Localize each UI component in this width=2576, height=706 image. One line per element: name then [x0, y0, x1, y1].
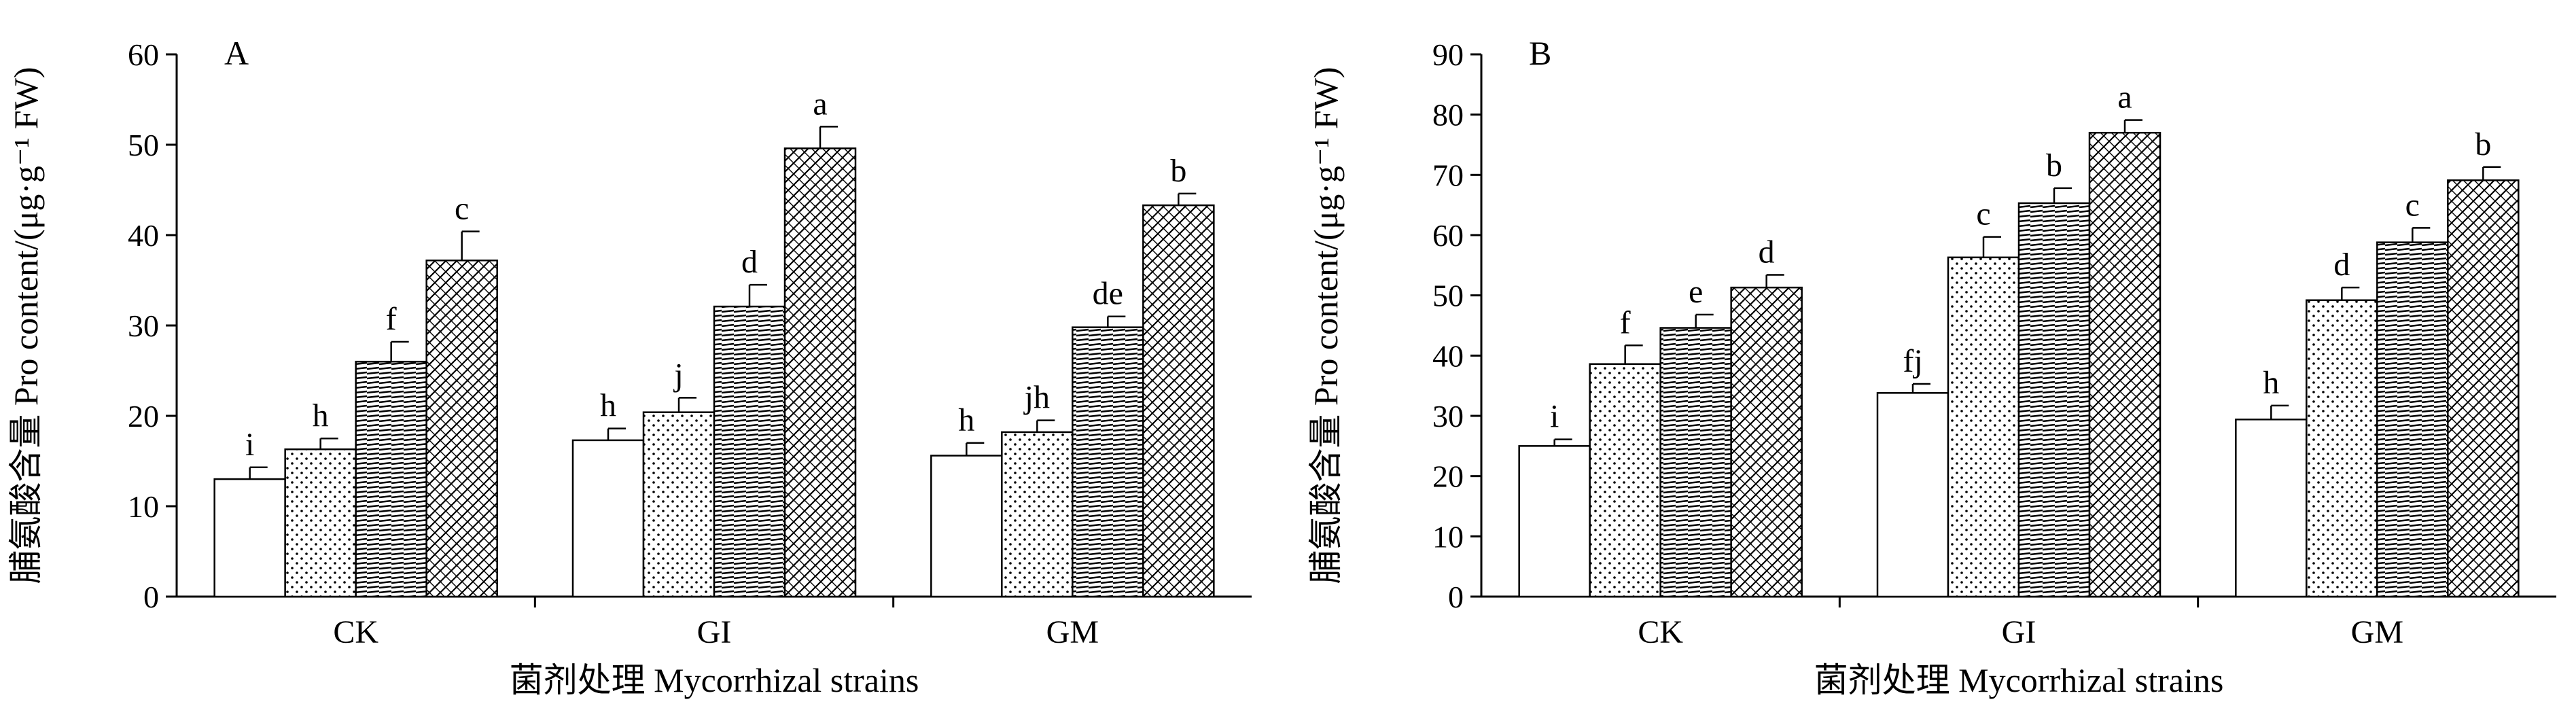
bar-ck-4 — [1730, 286, 1803, 598]
bar-gm-2 — [2306, 299, 2378, 598]
bar-gi-4 — [2088, 132, 2162, 598]
panel-letter: B — [1529, 34, 1551, 72]
y-tick-label: 0 — [143, 580, 159, 614]
bar-gm-4 — [1142, 204, 1215, 598]
bar-ck-2 — [1589, 363, 1661, 598]
significance-label: j — [673, 357, 683, 393]
y-tick-label: 0 — [1448, 580, 1464, 614]
bar-gi-3 — [713, 305, 786, 598]
significance-label: c — [2405, 187, 2420, 223]
bar-gi-1 — [1876, 392, 1949, 598]
y-tick-label: 30 — [1432, 399, 1464, 434]
y-tick-label: 60 — [1432, 218, 1464, 253]
significance-label: f — [1620, 304, 1631, 340]
bar-gm-1 — [930, 455, 1003, 598]
significance-label: i — [245, 427, 254, 463]
significance-label: b — [1170, 153, 1186, 189]
significance-label: h — [958, 402, 974, 438]
x-category-label: GM — [1046, 614, 1099, 650]
y-axis-title: 脯氨酸含量 Pro content/(μg·g⁻¹ FW) — [7, 67, 45, 584]
bar-gm-3 — [1072, 326, 1144, 598]
x-category-label: GI — [2002, 614, 2036, 650]
bar-gm-2 — [1001, 431, 1074, 598]
bar-gi-1 — [571, 439, 645, 598]
y-axis-title: 脯氨酸含量 Pro content/(μg·g⁻¹ FW) — [1307, 67, 1345, 584]
y-tick-label: 50 — [128, 128, 159, 162]
significance-label: c — [455, 191, 469, 227]
bar-gi-2 — [1947, 256, 2020, 598]
x-axis-title: 菌剂处理 Mycorrhizal strains — [1814, 661, 2224, 699]
y-tick-label: 40 — [1432, 338, 1464, 373]
significance-label: jh — [1023, 380, 1050, 416]
y-tick-label: 80 — [1432, 98, 1464, 133]
significance-label: de — [1093, 276, 1123, 312]
significance-label: b — [2046, 147, 2062, 183]
significance-label: f — [386, 301, 397, 337]
y-tick-label: 30 — [128, 308, 159, 343]
y-tick-label: 90 — [1432, 37, 1464, 72]
y-tick-label: 60 — [128, 37, 159, 72]
significance-label: h — [313, 398, 329, 434]
bar-ck-3 — [355, 360, 427, 598]
significance-label: a — [2117, 80, 2132, 116]
x-category-label: CK — [1638, 614, 1683, 650]
panel-b: 0 10 20 30 40 50 60 70 80 90 i f e d CK fj c b a GI h d c b GM B 菌… — [1307, 34, 2556, 699]
y-tick-label: 20 — [1432, 459, 1464, 494]
y-tick-label: 10 — [1432, 519, 1464, 554]
panel-a: 0 10 20 30 40 50 60 i h f c CK h j d a GI h jh de b GM A 菌剂处理 M… — [7, 34, 1252, 699]
bar-gm-3 — [2376, 241, 2449, 598]
y-tick-label: 70 — [1432, 158, 1464, 192]
significance-label: d — [741, 244, 758, 280]
bar-ck-2 — [284, 448, 357, 598]
bar-gi-2 — [642, 411, 716, 598]
bar-ck-4 — [425, 259, 498, 598]
significance-label: b — [2475, 126, 2491, 162]
y-tick-label: 20 — [128, 399, 159, 434]
bar-ck-1 — [1518, 445, 1591, 598]
significance-label: e — [1689, 274, 1703, 310]
y-tick-label: 10 — [128, 489, 159, 524]
bar-gm-1 — [2235, 419, 2308, 598]
bar-gi-4 — [783, 147, 857, 598]
significance-label: c — [1976, 196, 1990, 232]
significance-label: h — [600, 388, 616, 424]
bar-ck-3 — [1659, 327, 1732, 598]
significance-label: fj — [1903, 343, 1922, 379]
significance-label: i — [1550, 399, 1559, 435]
bar-ck-1 — [213, 478, 286, 598]
bar-gm-4 — [2447, 179, 2520, 598]
y-tick-label: 50 — [1432, 279, 1464, 313]
significance-label: h — [2263, 365, 2279, 401]
y-tick-label: 40 — [128, 218, 159, 253]
significance-label: d — [1759, 234, 1775, 270]
x-category-label: CK — [333, 614, 378, 650]
significance-label: d — [2333, 247, 2350, 283]
x-axis-title: 菌剂处理 Mycorrhizal strains — [510, 661, 919, 699]
x-category-label: GM — [2351, 614, 2403, 650]
bar-gi-3 — [2017, 202, 2091, 598]
significance-label: a — [813, 86, 827, 122]
x-category-label: GI — [697, 614, 732, 650]
panel-letter: A — [224, 34, 249, 72]
